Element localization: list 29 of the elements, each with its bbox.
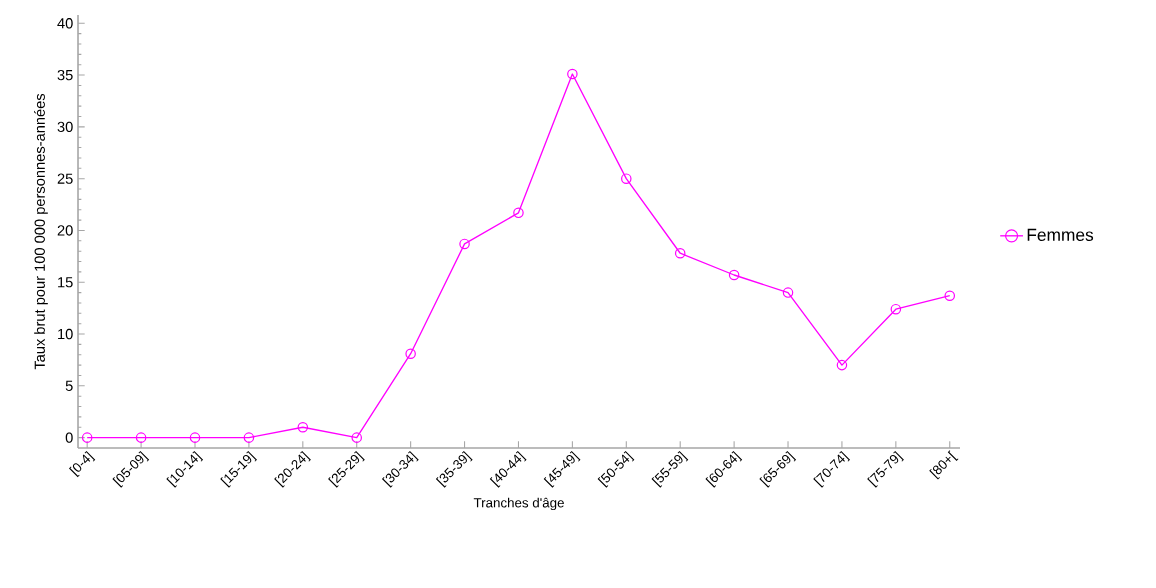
y-tick-label: 40 bbox=[57, 18, 73, 29]
point bbox=[351, 432, 362, 443]
point bbox=[459, 238, 470, 250]
point bbox=[836, 359, 848, 371]
point bbox=[513, 207, 524, 219]
point bbox=[567, 68, 578, 80]
point bbox=[297, 422, 309, 433]
point bbox=[243, 432, 255, 443]
y-axis-title: Taux brut pour 100 000 personnes-années bbox=[34, 93, 48, 370]
point bbox=[674, 247, 686, 259]
point bbox=[81, 432, 93, 443]
point bbox=[944, 290, 956, 301]
point bbox=[135, 432, 147, 443]
y-tick-label: 20 bbox=[57, 225, 73, 236]
legend-label: Femmes bbox=[1027, 228, 1094, 241]
point bbox=[405, 348, 416, 359]
point bbox=[890, 303, 902, 315]
y-tick-label: 0 bbox=[65, 432, 73, 443]
y-tick-label: 30 bbox=[57, 121, 73, 133]
y-tick-label: 5 bbox=[65, 380, 73, 391]
point bbox=[621, 173, 632, 184]
x-axis-title: Tranches d'âge bbox=[473, 497, 564, 511]
point bbox=[728, 269, 740, 281]
y-tick-label: 15 bbox=[58, 277, 73, 288]
y-tick-label: 35 bbox=[57, 69, 73, 81]
point bbox=[189, 432, 201, 443]
y-tick-label: 10 bbox=[58, 328, 73, 340]
y-tick-label: 25 bbox=[57, 173, 73, 184]
point bbox=[782, 287, 794, 298]
